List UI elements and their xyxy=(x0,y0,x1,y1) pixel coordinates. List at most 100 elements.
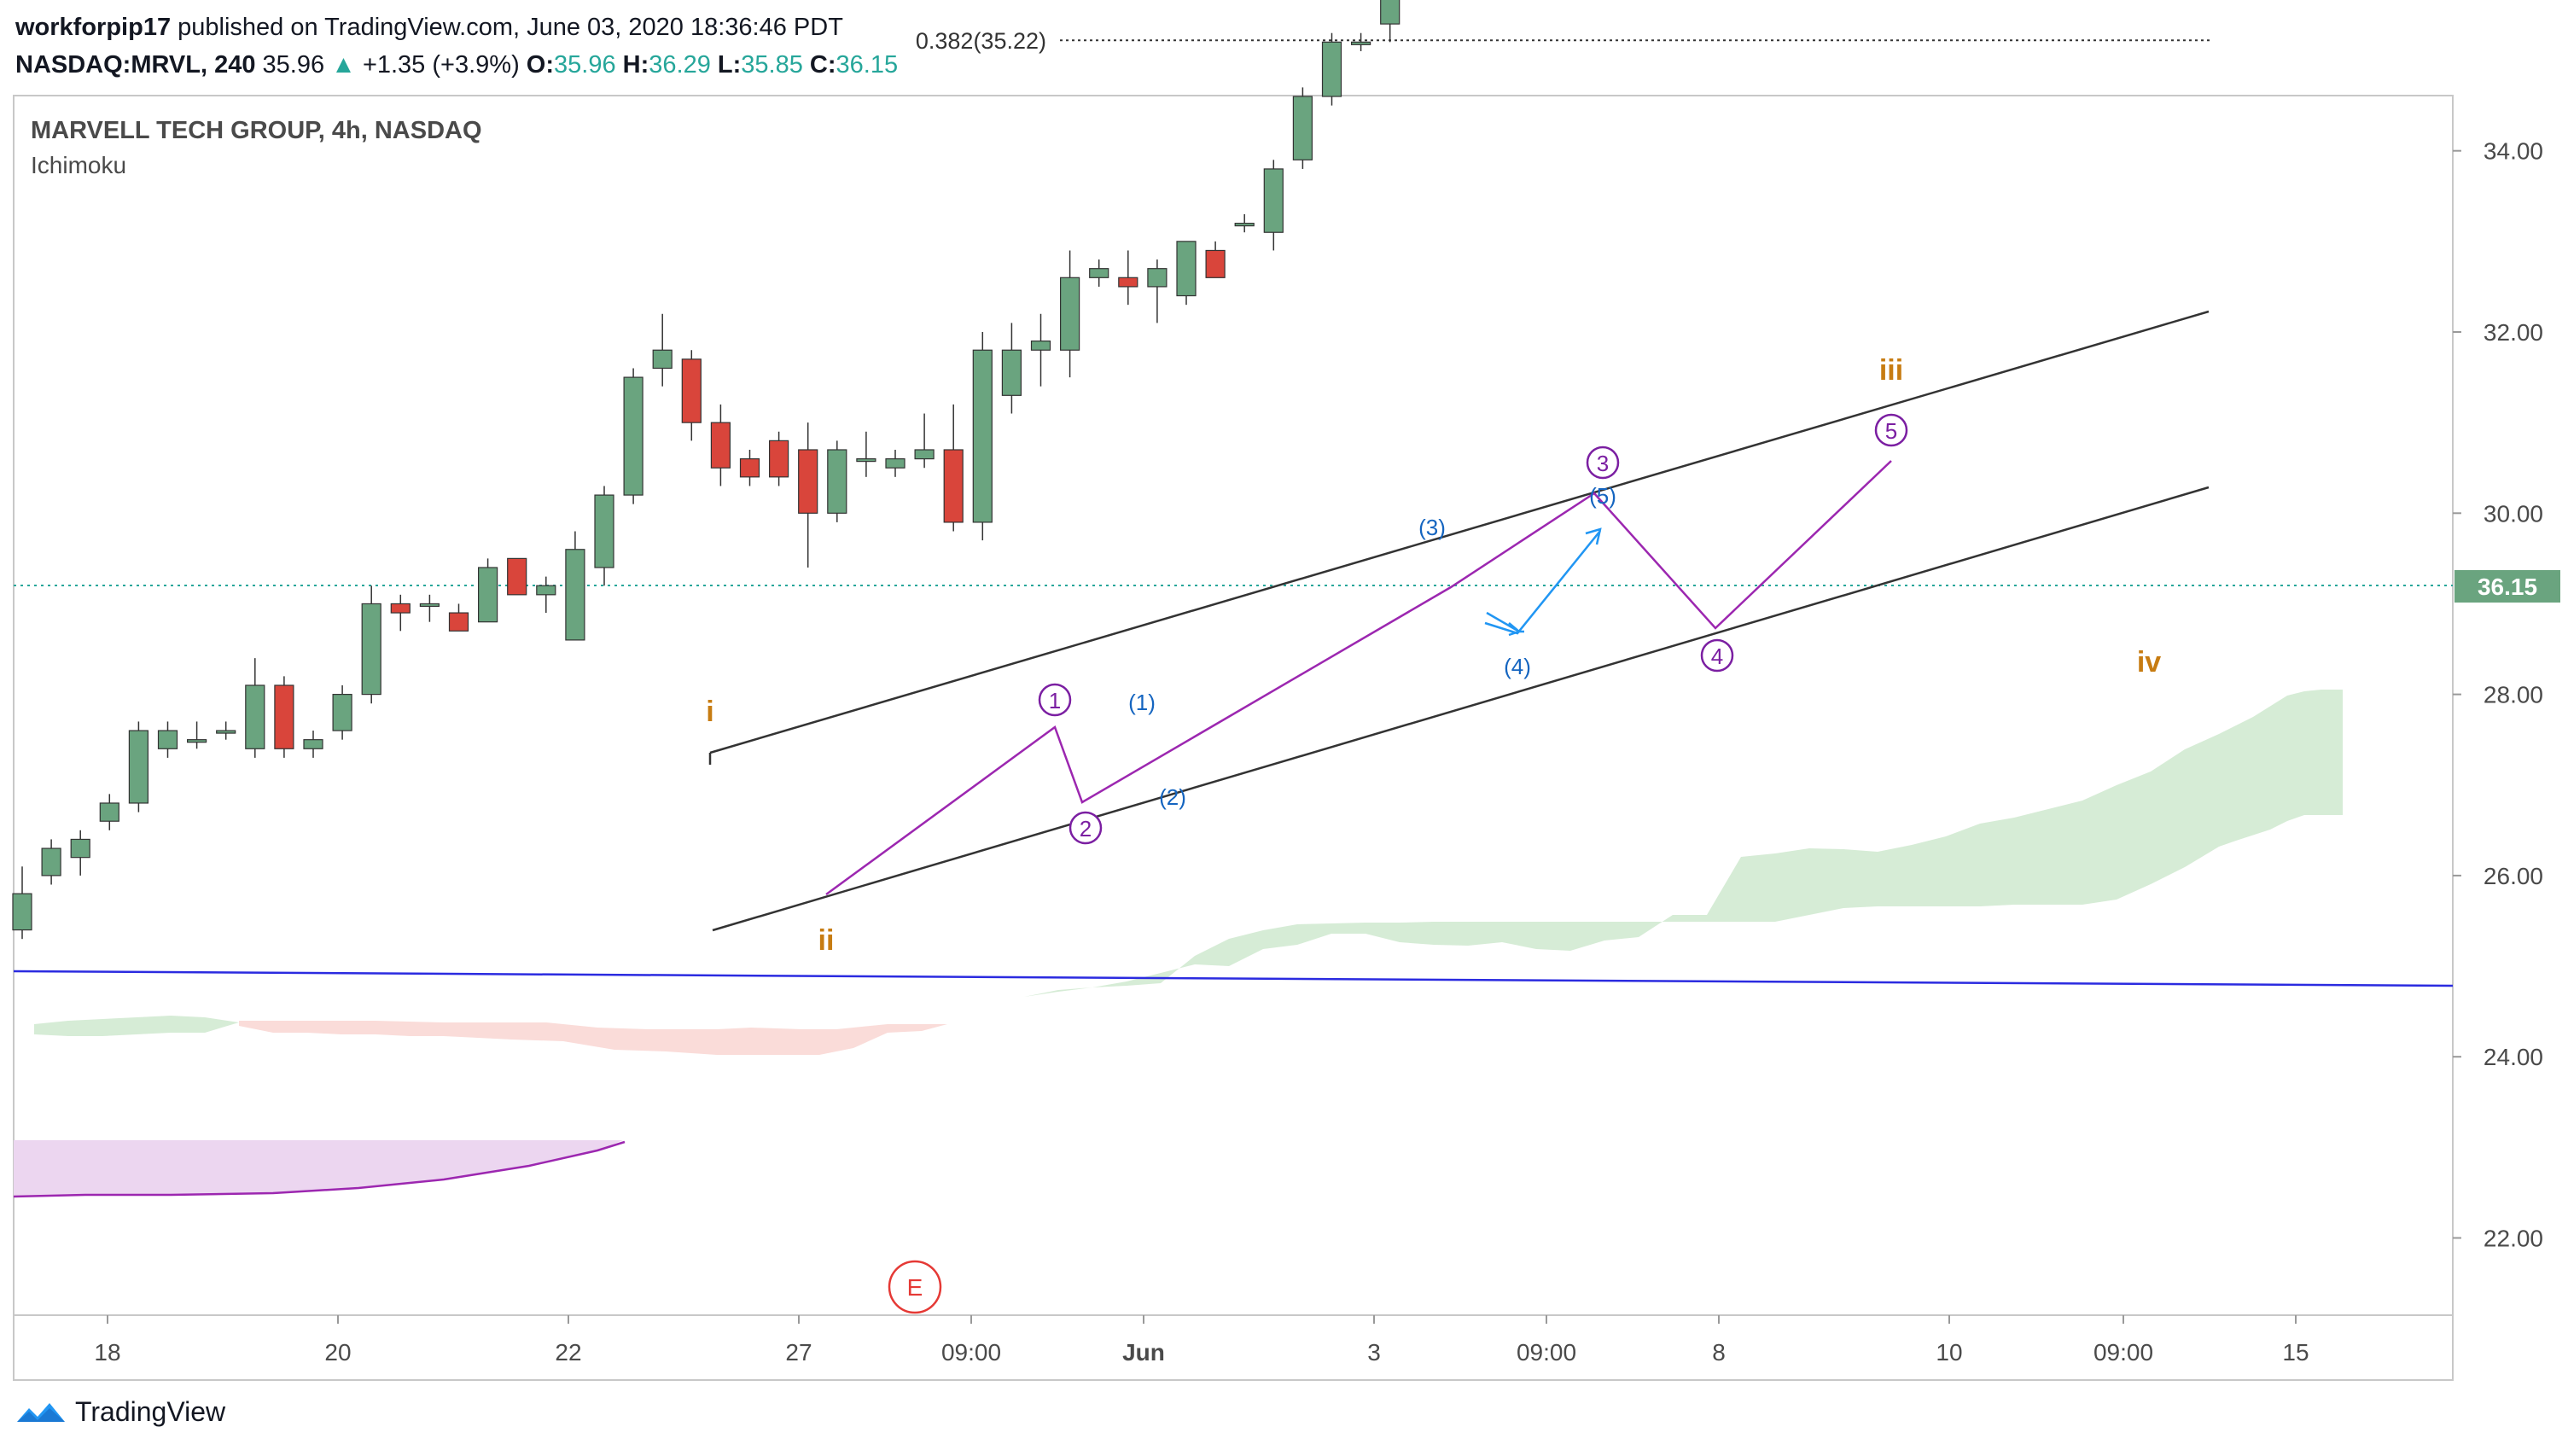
candle[interactable] xyxy=(768,431,789,486)
candle-layer[interactable] xyxy=(12,0,1458,940)
candle[interactable] xyxy=(332,684,352,740)
candle[interactable] xyxy=(739,449,760,486)
wave-circle-5-ring xyxy=(1874,413,1908,447)
candle[interactable] xyxy=(419,594,440,622)
wave-minor-3[interactable]: (3) xyxy=(1418,515,1446,540)
wave-minor-2[interactable]: (2) xyxy=(1159,784,1186,810)
fib-layer: 0.5(41.97)0.5(38.88)1.618(37.47)0.382(35… xyxy=(916,28,2210,54)
candle[interactable] xyxy=(216,721,236,740)
wave-label-i[interactable]: i xyxy=(706,696,713,728)
candle[interactable] xyxy=(1089,259,1109,287)
wave-circle-2-label: 2 xyxy=(1080,816,1092,842)
candle[interactable] xyxy=(1263,160,1284,251)
wave-label-ii[interactable]: ii xyxy=(818,924,835,957)
candle-body xyxy=(507,557,527,596)
candle-body xyxy=(303,739,323,749)
wave-5-projection[interactable] xyxy=(1484,530,1601,635)
time-axis[interactable]: 18 20 22 27 09:00 Jun 3 09:00 8 10 09:00 15 xyxy=(94,1315,2309,1366)
last-price-tag: 36.15 xyxy=(2454,570,2560,603)
candle[interactable] xyxy=(1059,250,1080,378)
candle[interactable] xyxy=(710,404,731,486)
candle[interactable] xyxy=(507,557,527,596)
candle[interactable] xyxy=(477,558,498,623)
candle-body xyxy=(419,603,440,608)
wave-circle-3-ring xyxy=(1586,446,1620,480)
candle[interactable] xyxy=(1001,323,1022,414)
candle[interactable] xyxy=(681,350,702,441)
candle[interactable] xyxy=(1292,87,1313,169)
candle[interactable] xyxy=(827,440,847,522)
candle[interactable] xyxy=(1205,241,1226,278)
candle-body xyxy=(216,730,236,734)
candle[interactable] xyxy=(390,594,411,632)
candle-body xyxy=(856,458,876,463)
candle[interactable] xyxy=(1030,313,1051,387)
published-text: published on TradingView.com, June 03, 2… xyxy=(178,14,843,41)
candle[interactable] xyxy=(856,431,876,477)
wave-minor-4[interactable]: (4) xyxy=(1504,654,1531,679)
candle[interactable] xyxy=(885,449,905,477)
wave-circle-4[interactable]: 4 xyxy=(1700,638,1734,673)
candle[interactable] xyxy=(943,404,964,532)
wave-circle-3[interactable]: 3 xyxy=(1586,446,1620,480)
candle[interactable] xyxy=(361,585,381,704)
channel-upper-line[interactable] xyxy=(709,310,2210,754)
fib-label: 0.382(35.22) xyxy=(916,28,1046,54)
x-tick-label: 09:00 xyxy=(1517,1339,1576,1366)
candle[interactable] xyxy=(70,830,90,876)
candle[interactable] xyxy=(1234,214,1255,233)
candle[interactable] xyxy=(1380,0,1400,43)
support-trendline[interactable] xyxy=(13,970,2454,987)
candle[interactable] xyxy=(128,721,148,812)
candle[interactable] xyxy=(623,368,643,504)
candle[interactable] xyxy=(652,313,673,387)
candle-body xyxy=(1030,341,1051,351)
indicator-name[interactable]: Ichimoku xyxy=(31,152,126,178)
candle-body xyxy=(739,458,760,478)
candle[interactable] xyxy=(1118,250,1138,306)
wave-label-iii[interactable]: iii xyxy=(1879,354,1903,387)
wave-path-major[interactable] xyxy=(825,460,1892,896)
candle[interactable] xyxy=(1321,32,1342,106)
x-tick-label: 3 xyxy=(1367,1339,1381,1366)
candle[interactable] xyxy=(41,839,61,885)
wave-minor-5[interactable]: (5) xyxy=(1589,483,1616,509)
earnings-ring xyxy=(888,1260,942,1314)
candle[interactable] xyxy=(187,721,207,749)
price-axis[interactable]: 46.0044.0042.0040.0038.0036.0034.0032.00… xyxy=(2453,0,2543,1252)
candle[interactable] xyxy=(12,866,32,940)
candle[interactable] xyxy=(448,603,469,632)
candle[interactable] xyxy=(914,413,935,469)
candle[interactable] xyxy=(1147,259,1168,323)
wave-minor-1[interactable]: (1) xyxy=(1128,690,1156,715)
candle[interactable] xyxy=(594,486,614,586)
candle-body xyxy=(12,893,32,931)
candle[interactable] xyxy=(157,721,178,758)
candle-body xyxy=(128,730,148,804)
candle-body xyxy=(565,549,585,641)
candle-body xyxy=(681,358,702,423)
candle-body xyxy=(827,449,847,514)
candle[interactable] xyxy=(245,658,265,758)
channel-lower-line[interactable] xyxy=(712,486,2210,932)
wave-circle-1[interactable]: 1 xyxy=(1038,683,1072,717)
candle[interactable] xyxy=(798,422,818,568)
candle[interactable] xyxy=(274,676,294,758)
candle[interactable] xyxy=(303,731,323,758)
wave-label-iv[interactable]: iv xyxy=(2137,646,2161,678)
wave-circle-5[interactable]: 5 xyxy=(1874,413,1908,447)
earnings-marker[interactable]: E xyxy=(888,1260,942,1314)
candle[interactable] xyxy=(536,576,556,614)
candle-body xyxy=(914,449,935,460)
candle[interactable] xyxy=(1176,241,1197,306)
tradingview-logo[interactable]: TradingView xyxy=(15,1396,225,1428)
candle[interactable] xyxy=(565,531,585,641)
candle[interactable] xyxy=(972,332,993,541)
author-name[interactable]: workforpip17 xyxy=(15,14,172,41)
candle-body xyxy=(1205,249,1226,278)
candle[interactable] xyxy=(1350,32,1371,51)
candle[interactable] xyxy=(99,794,119,830)
wave-circle-2[interactable]: 2 xyxy=(1069,811,1103,845)
x-tick-label: 15 xyxy=(2282,1339,2309,1366)
